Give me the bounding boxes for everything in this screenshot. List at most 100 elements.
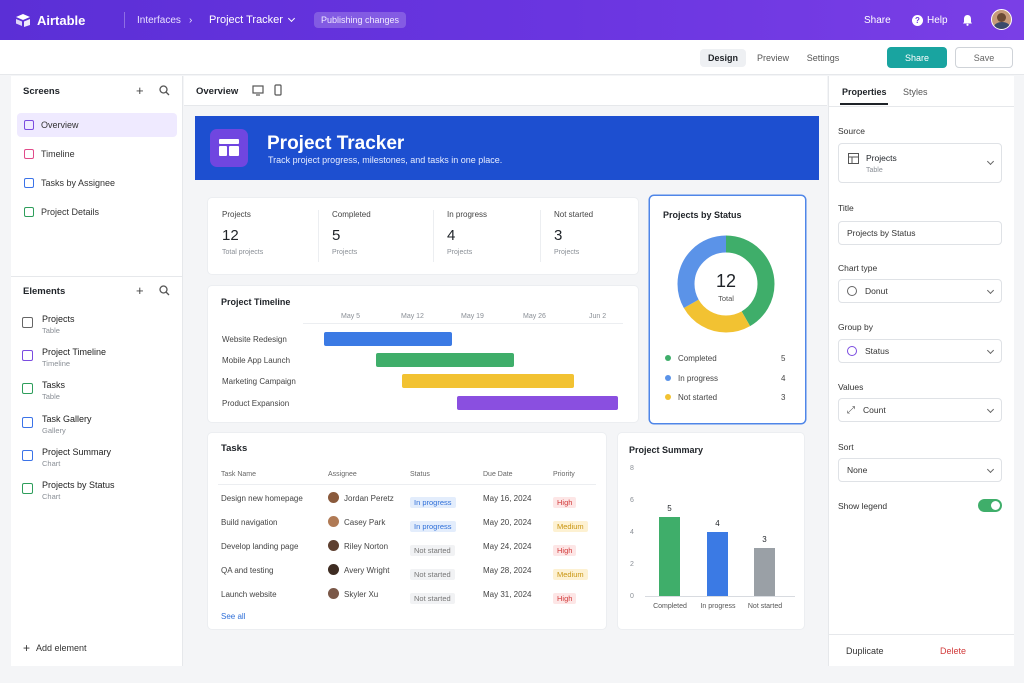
notifications-button[interactable] (962, 0, 973, 40)
chart-icon (22, 450, 33, 461)
add-element-label: Add element (36, 643, 87, 653)
mobile-icon[interactable] (274, 84, 282, 96)
screen-item-overview[interactable]: Overview (17, 113, 177, 137)
duplicate-button[interactable]: Duplicate (846, 646, 884, 656)
project-name: Project Tracker (209, 14, 283, 26)
due-date: May 20, 2024 (483, 518, 532, 527)
search-icon[interactable] (159, 285, 170, 296)
col-header-due: Due Date (483, 471, 513, 478)
share-button[interactable]: Share (887, 47, 947, 68)
top-share-button[interactable]: Share (864, 14, 891, 26)
timeline-title: Project Timeline (221, 297, 291, 307)
add-element-button[interactable]: + Add element (23, 641, 87, 655)
help-icon: ? (912, 14, 923, 26)
tab-design[interactable]: Design (700, 49, 746, 67)
plus-icon: + (23, 641, 31, 655)
timeline-date: May 19 (461, 313, 484, 320)
tab-preview[interactable]: Preview (756, 53, 789, 63)
bar-data-label: 5 (667, 504, 672, 513)
assignee: Avery Wright (344, 566, 390, 575)
groupby-label: Group by (838, 322, 873, 332)
see-all-link[interactable]: See all (221, 612, 246, 621)
element-item-project-summary[interactable]: Project Summary Chart (22, 447, 172, 473)
sort-value: None (847, 465, 868, 475)
bar-data-label: 4 (715, 519, 720, 528)
due-date: May 16, 2024 (483, 494, 532, 503)
element-type: Chart (42, 459, 61, 468)
project-summary-card[interactable] (618, 433, 804, 629)
screen-item-tasks-by-assignee[interactable]: Tasks by Assignee (17, 171, 177, 195)
timeline-bar-product-expansion[interactable] (457, 396, 618, 410)
element-item-project-timeline[interactable]: Project Timeline Timeline (22, 347, 172, 373)
due-date: May 31, 2024 (483, 590, 532, 599)
donut-center-label: Total (718, 294, 734, 303)
divider (828, 106, 1014, 107)
status-badge: Not started (410, 545, 455, 556)
projects-by-status-card[interactable] (650, 196, 805, 423)
source-select[interactable]: Projects Table (838, 143, 1002, 183)
values-value: Count (863, 405, 886, 415)
hero-title: Project Tracker (267, 133, 405, 154)
timeline-bar-mobile-app-launch[interactable] (376, 353, 514, 367)
summary-title: Project Summary (629, 445, 704, 455)
legend-dot-not-started (665, 394, 671, 400)
chevron-down-icon (986, 157, 995, 166)
y-tick: 8 (630, 465, 634, 472)
group-by-select[interactable]: Status (838, 339, 1002, 363)
assignee: Jordan Peretz (344, 494, 394, 503)
help-label: Help (927, 14, 948, 26)
left-sidebar (11, 76, 183, 666)
sort-select[interactable]: None (838, 458, 1002, 482)
title-input[interactable]: Projects by Status (838, 221, 1002, 245)
chart-type-value: Donut (865, 286, 888, 296)
brand[interactable]: Airtable (14, 0, 85, 40)
user-avatar[interactable] (991, 9, 1012, 30)
tab-styles[interactable]: Styles (903, 87, 928, 97)
chart-icon (22, 483, 33, 494)
chevron-down-icon (287, 14, 296, 23)
help-button[interactable]: ? Help (912, 0, 948, 40)
chart-type-select[interactable]: Donut (838, 279, 1002, 303)
task-name: Develop landing page (221, 542, 299, 551)
col-header-status: Status (410, 471, 430, 478)
stat-not-started: Not started 3 Projects (554, 210, 593, 256)
desktop-icon[interactable] (252, 85, 264, 96)
tab-settings[interactable]: Settings (806, 53, 840, 63)
element-item-projects[interactable]: Projects Table (22, 314, 172, 340)
divider (124, 12, 125, 28)
project-switcher[interactable]: Project Tracker (209, 0, 296, 40)
assignee: Riley Norton (344, 542, 389, 551)
avatar (328, 564, 339, 575)
due-date: May 24, 2024 (483, 542, 532, 551)
assignee: Skyler Xu (344, 590, 379, 599)
title-label: Title (838, 203, 854, 213)
add-screen-button[interactable]: + (136, 83, 144, 98)
element-type: Chart (42, 492, 61, 501)
status-badge: Not started (410, 593, 455, 604)
title-value: Projects by Status (847, 228, 916, 238)
element-item-task-gallery[interactable]: Task Gallery Gallery (22, 414, 172, 440)
due-date: May 28, 2024 (483, 566, 532, 575)
element-item-projects-by-status[interactable]: Projects by Status Chart (22, 480, 172, 506)
tab-properties[interactable]: Properties (842, 87, 887, 97)
values-select[interactable]: ⤢ Count (838, 398, 1002, 422)
priority-badge: High (553, 593, 577, 604)
screen-item-timeline[interactable]: Timeline (17, 142, 177, 166)
timeline-bar-website-redesign[interactable] (324, 332, 452, 346)
screen-label: Tasks by Assignee (41, 178, 116, 188)
show-legend-toggle[interactable] (978, 499, 1002, 512)
breadcrumb-interfaces[interactable]: Interfaces (137, 14, 181, 26)
tasks-card[interactable] (208, 433, 606, 629)
count-icon: ⤢ (847, 404, 855, 416)
element-item-tasks[interactable]: Tasks Table (22, 380, 172, 406)
delete-button[interactable]: Delete (940, 646, 967, 656)
status-badge: In progress (410, 497, 456, 508)
screen-item-project-details[interactable]: Project Details (17, 200, 177, 224)
save-button[interactable]: Save (955, 47, 1013, 68)
add-element-icon-button[interactable]: + (136, 283, 144, 298)
timeline-row-label: Marketing Campaign (222, 377, 296, 386)
chevron-down-icon (986, 286, 995, 295)
timeline-bar-marketing-campaign[interactable] (402, 374, 574, 388)
search-icon[interactable] (159, 85, 170, 96)
legend-dot-in-progress (665, 375, 671, 381)
